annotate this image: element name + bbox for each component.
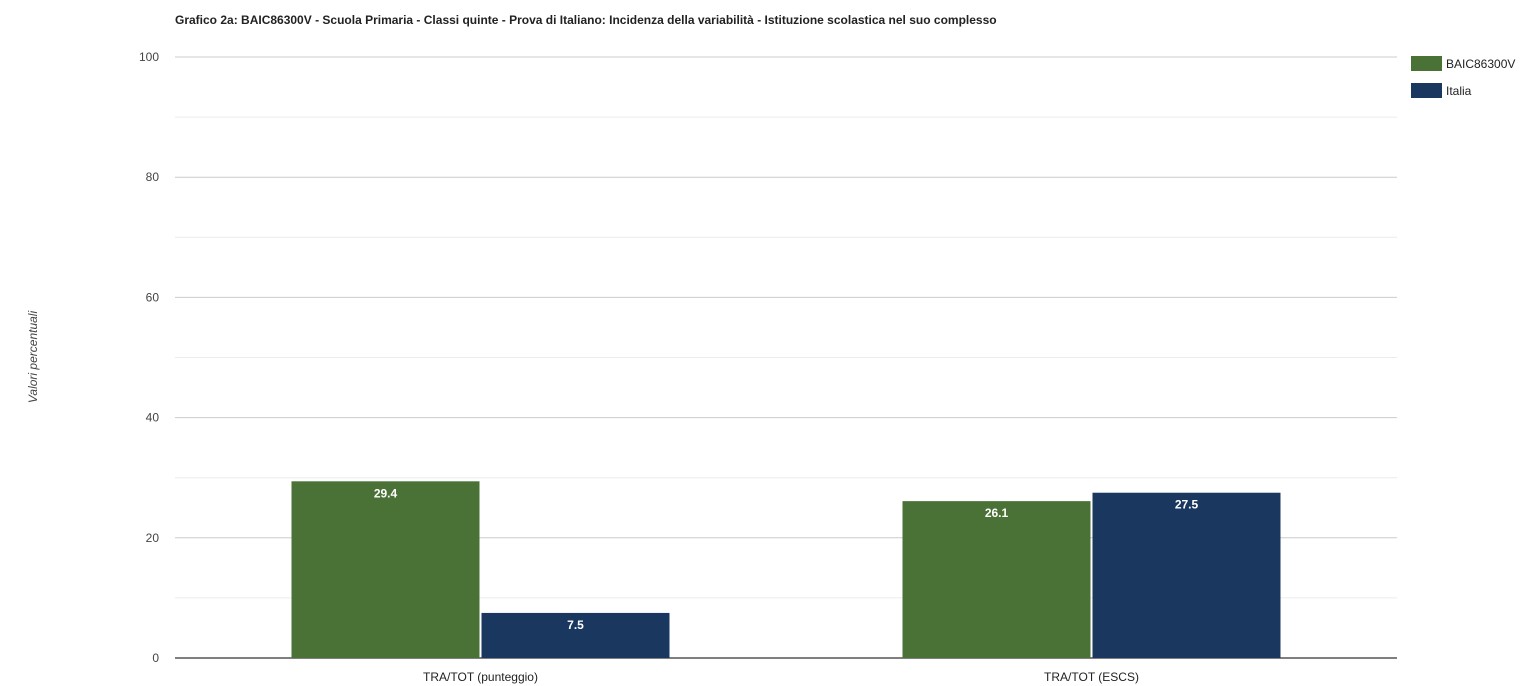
data-label: 7.5: [567, 618, 584, 632]
data-label: 27.5: [1175, 498, 1199, 512]
data-label: 29.4: [374, 486, 398, 500]
y-tick-label: 40: [146, 411, 160, 425]
bar: [481, 612, 670, 658]
y-tick-label: 20: [146, 531, 160, 545]
chart-title: Grafico 2a: BAIC86300V - Scuola Primaria…: [175, 13, 997, 27]
bar: [291, 481, 480, 658]
x-category-label: TRA/TOT (ESCS): [1044, 670, 1139, 684]
y-tick-label: 0: [152, 651, 159, 665]
bars: 29.4 7.5 26.1 27.5: [291, 481, 1281, 658]
y-tick-label: 100: [139, 50, 159, 64]
y-tick-label: 60: [146, 290, 160, 304]
y-axis-ticks: 0 20 40 60 80 100: [139, 50, 159, 665]
legend-label: BAIC86300V: [1446, 57, 1515, 71]
bar: [902, 501, 1091, 658]
y-tick-label: 80: [146, 170, 160, 184]
y-axis-label: Valori percentuali: [26, 311, 40, 404]
legend-swatch: [1411, 56, 1442, 71]
legend-label: Italia: [1446, 84, 1472, 98]
data-label: 26.1: [985, 506, 1009, 520]
x-category-label: TRA/TOT (punteggio): [423, 670, 538, 684]
legend: BAIC86300V Italia: [1411, 56, 1515, 98]
bar: [1092, 492, 1281, 658]
legend-swatch: [1411, 83, 1442, 98]
category-labels: TRA/TOT (punteggio) TRA/TOT (ESCS): [423, 670, 1139, 684]
